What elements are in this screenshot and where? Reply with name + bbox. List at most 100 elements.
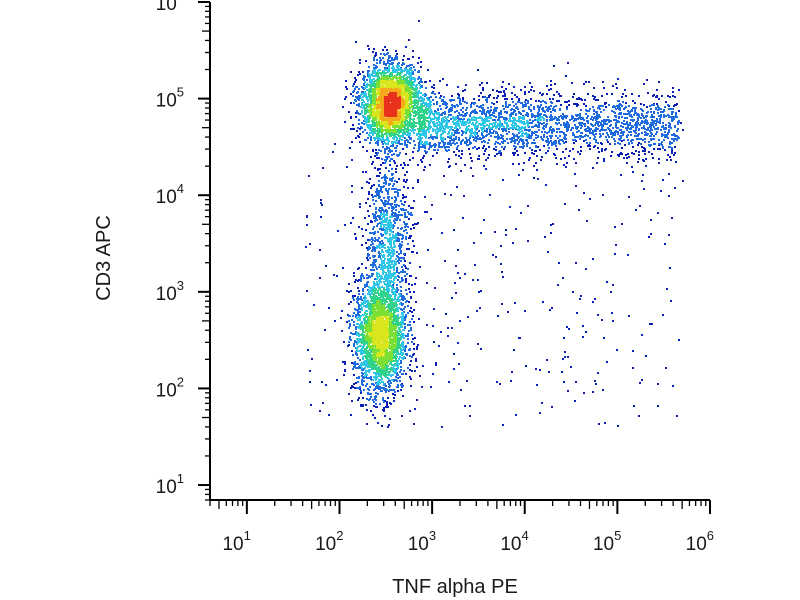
event-dot — [522, 127, 524, 129]
event-dot — [392, 393, 394, 395]
event-dot — [523, 105, 525, 107]
event-dot — [395, 150, 397, 152]
event-dot — [525, 99, 527, 101]
event-dot — [494, 136, 496, 138]
event-dot — [457, 86, 459, 88]
event-dot — [409, 129, 411, 131]
event-dot — [420, 143, 422, 145]
event-dot — [664, 106, 666, 108]
event-dot — [376, 66, 378, 68]
event-dot — [395, 261, 397, 263]
event-dot — [360, 126, 362, 128]
event-dot — [368, 389, 370, 391]
event-dot — [497, 95, 499, 97]
event-dot — [473, 98, 475, 100]
event-dot — [558, 100, 560, 102]
event-dot — [419, 129, 421, 131]
event-dot — [384, 264, 386, 266]
event-dot — [455, 163, 457, 165]
event-dot — [454, 122, 456, 124]
event-dot — [467, 128, 469, 130]
event-dot — [403, 329, 405, 331]
event-dot — [356, 334, 358, 336]
event-dot — [644, 134, 646, 136]
event-dot — [372, 399, 374, 401]
event-dot — [370, 187, 372, 189]
event-dot — [504, 146, 506, 148]
event-dot — [657, 127, 659, 129]
event-dot — [348, 283, 350, 285]
event-dot — [460, 157, 462, 159]
event-dot — [389, 149, 391, 151]
event-dot — [667, 154, 669, 156]
event-dot — [449, 126, 451, 128]
event-dot — [537, 121, 539, 123]
event-dot — [546, 119, 548, 121]
event-dot — [565, 75, 567, 77]
event-dot — [495, 146, 497, 148]
event-dot — [634, 109, 636, 111]
event-dot — [490, 106, 492, 108]
event-dot — [349, 323, 351, 325]
event-dot — [453, 151, 455, 153]
event-dot — [508, 120, 510, 122]
event-dot — [667, 95, 669, 97]
event-dot — [459, 277, 461, 279]
event-dot — [621, 147, 623, 149]
event-dot — [381, 218, 383, 220]
event-dot — [408, 136, 410, 138]
event-dot — [313, 304, 315, 306]
event-dot — [372, 414, 374, 416]
event-dot — [457, 272, 459, 274]
event-dot — [570, 366, 572, 368]
event-dot — [410, 297, 412, 299]
event-dot — [417, 179, 419, 181]
event-dot — [390, 243, 392, 245]
event-dot — [406, 65, 408, 67]
event-dot — [319, 249, 321, 251]
event-dot — [406, 293, 408, 295]
event-dot — [400, 250, 402, 252]
event-dot — [405, 196, 407, 198]
event-dot — [560, 104, 562, 106]
event-dot — [388, 247, 390, 249]
event-dot — [367, 45, 369, 47]
event-dot — [513, 145, 515, 147]
event-dot — [673, 140, 675, 142]
event-dot — [391, 57, 393, 59]
event-dot — [495, 121, 497, 123]
event-dot — [542, 100, 544, 102]
event-dot — [532, 120, 534, 122]
event-dot — [510, 109, 512, 111]
event-dot — [621, 116, 623, 118]
event-dot — [398, 272, 400, 274]
event-dot — [582, 325, 584, 327]
event-dot — [373, 289, 375, 291]
event-dot — [572, 291, 574, 293]
event-dot — [550, 114, 552, 116]
event-dot — [525, 365, 527, 367]
event-dot — [412, 187, 414, 189]
event-dot — [374, 240, 376, 242]
event-dot — [506, 133, 508, 135]
event-dot — [402, 352, 404, 354]
event-dot — [365, 94, 367, 96]
event-dot — [603, 121, 605, 123]
event-dot — [507, 124, 509, 126]
event-dot — [379, 403, 381, 405]
event-dot — [596, 162, 598, 164]
event-dot — [608, 136, 610, 138]
event-dot — [454, 111, 456, 113]
event-dot — [664, 134, 666, 136]
event-dot — [413, 321, 415, 323]
event-dot — [393, 267, 395, 269]
event-dot — [370, 393, 372, 395]
event-dot — [373, 203, 375, 205]
event-dot — [413, 227, 415, 229]
event-dot — [421, 161, 423, 163]
event-dot — [370, 220, 372, 222]
event-dot — [426, 105, 428, 107]
event-dot — [385, 406, 387, 408]
event-dot — [672, 91, 674, 93]
event-dot — [393, 225, 395, 227]
